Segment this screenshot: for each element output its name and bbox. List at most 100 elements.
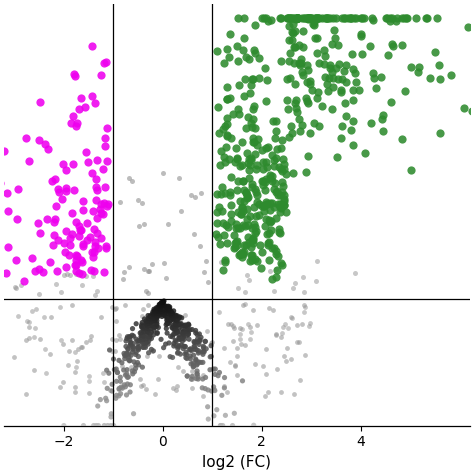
Point — [103, 397, 110, 404]
Point — [157, 302, 164, 310]
Point — [311, 35, 319, 42]
Point — [93, 214, 101, 222]
Point — [151, 307, 158, 315]
Point — [229, 110, 237, 118]
Point — [295, 42, 303, 49]
Point — [145, 337, 153, 345]
Point — [301, 14, 309, 22]
Point — [108, 303, 116, 310]
Point — [294, 14, 301, 22]
Point — [173, 315, 181, 322]
Point — [129, 370, 137, 378]
Point — [237, 340, 245, 348]
Point — [178, 335, 185, 343]
Point — [132, 320, 140, 328]
Point — [195, 348, 203, 356]
Point — [196, 330, 203, 338]
Point — [221, 122, 228, 130]
Point — [347, 127, 355, 134]
Point — [202, 345, 210, 353]
Point — [272, 331, 280, 338]
Point — [150, 327, 157, 334]
Point — [142, 344, 149, 351]
Point — [82, 272, 90, 280]
Point — [269, 118, 277, 125]
Point — [360, 14, 368, 22]
Point — [213, 406, 220, 413]
Point — [246, 323, 254, 331]
Point — [435, 62, 443, 69]
Point — [272, 273, 280, 281]
Point — [226, 30, 234, 37]
Point — [145, 267, 152, 275]
Point — [298, 320, 305, 328]
Point — [59, 340, 67, 348]
Point — [267, 217, 275, 225]
Point — [132, 351, 139, 358]
Point — [246, 238, 253, 246]
Point — [349, 65, 357, 73]
Point — [259, 178, 267, 185]
Point — [243, 149, 250, 157]
Point — [97, 201, 104, 208]
Point — [118, 384, 126, 392]
Point — [167, 307, 174, 315]
Point — [309, 20, 317, 28]
Point — [275, 228, 283, 236]
Point — [273, 365, 281, 373]
Point — [188, 326, 196, 333]
Point — [241, 300, 249, 308]
Point — [33, 305, 40, 313]
Point — [239, 377, 246, 384]
Point — [164, 303, 171, 310]
Point — [252, 227, 260, 235]
Point — [128, 341, 135, 348]
Point — [172, 317, 179, 324]
Point — [343, 112, 350, 120]
Point — [314, 14, 321, 22]
Point — [291, 81, 299, 88]
Point — [122, 383, 129, 391]
Point — [162, 340, 169, 348]
Point — [345, 14, 352, 22]
Point — [3, 190, 11, 197]
Point — [387, 18, 394, 25]
Point — [75, 232, 83, 240]
Point — [263, 215, 270, 222]
Point — [148, 347, 156, 355]
Point — [78, 270, 86, 278]
Point — [186, 352, 194, 360]
Point — [169, 314, 176, 321]
Point — [125, 373, 132, 381]
Point — [120, 381, 128, 389]
Point — [173, 326, 180, 334]
Point — [398, 41, 406, 49]
Point — [266, 199, 274, 206]
Point — [201, 337, 209, 345]
Point — [223, 132, 231, 140]
Point — [90, 207, 97, 214]
Point — [197, 334, 205, 341]
Point — [55, 188, 63, 196]
Point — [293, 108, 301, 116]
Point — [171, 325, 179, 333]
Point — [289, 14, 296, 22]
Point — [183, 332, 191, 339]
Point — [236, 324, 244, 332]
Point — [148, 317, 156, 325]
Point — [306, 14, 313, 22]
Point — [271, 180, 278, 187]
Point — [340, 14, 348, 22]
Point — [66, 241, 74, 248]
Point — [184, 331, 192, 338]
Point — [330, 27, 337, 34]
Point — [182, 343, 189, 350]
Point — [341, 99, 349, 107]
Point — [145, 328, 152, 336]
Point — [233, 371, 240, 378]
Point — [163, 321, 170, 328]
Point — [213, 47, 221, 55]
Point — [258, 202, 265, 210]
Point — [399, 135, 406, 142]
Point — [144, 338, 151, 346]
